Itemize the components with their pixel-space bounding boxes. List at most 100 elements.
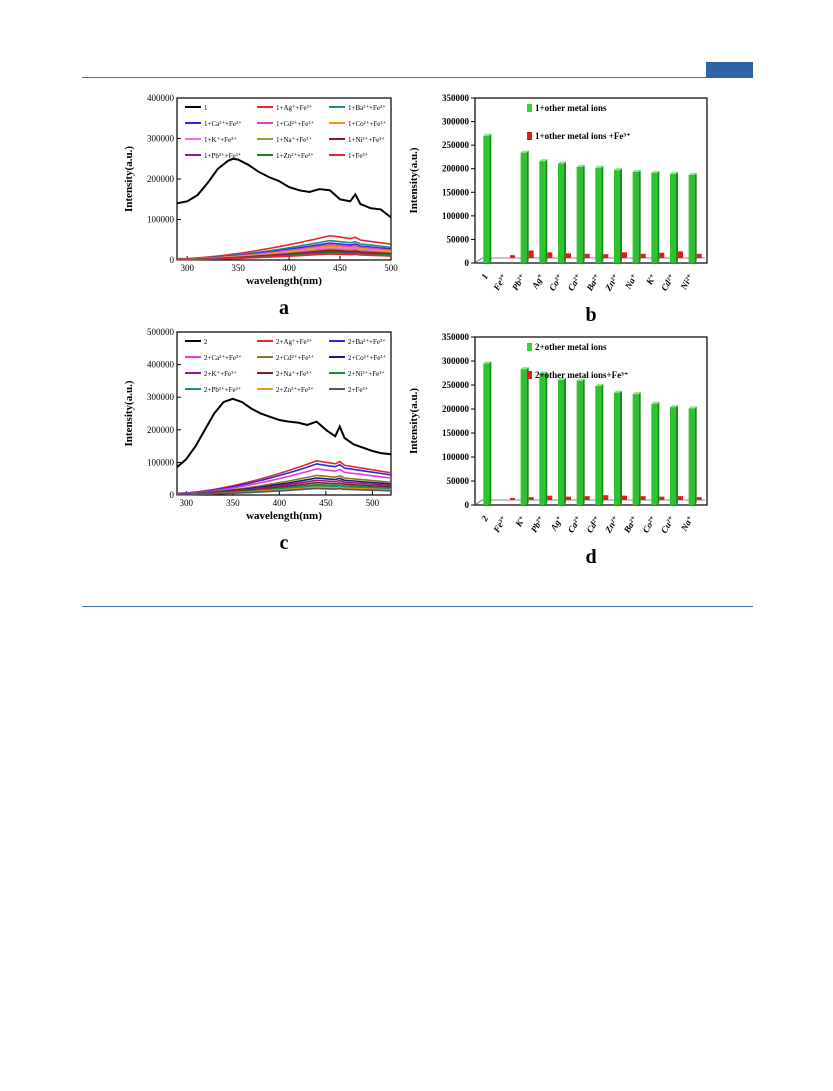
bar-red <box>640 496 646 500</box>
x-tick-label: 450 <box>319 498 333 508</box>
bar-red <box>678 496 683 500</box>
series-line <box>176 468 392 495</box>
bar-green-side <box>620 168 622 263</box>
legend-swatch <box>527 132 532 140</box>
y-tick-label: 250000 <box>442 380 470 390</box>
legend-swatch <box>527 104 532 112</box>
bar-green-top <box>614 168 622 171</box>
bar-green <box>670 407 676 505</box>
bar-green <box>614 392 620 505</box>
footer-rule <box>82 606 753 607</box>
legend-entry: 2+Na⁺+Fe³⁺ <box>276 370 312 378</box>
y-axis-label: Intensity(a.u.) <box>123 380 135 446</box>
bar-green <box>670 173 676 263</box>
y-axis-label: Intensity(a.u.) <box>408 147 420 213</box>
x-tick-label: 1 <box>479 272 490 281</box>
y-tick-label: 0 <box>465 500 470 510</box>
bar-green <box>595 167 602 263</box>
bar-green <box>483 135 490 263</box>
legend-entry: 2+other metal ions+Fe³⁺ <box>535 370 629 380</box>
bar-red <box>566 496 571 500</box>
x-tick-label: Cd²⁺ <box>659 272 677 293</box>
bar-green <box>576 166 583 263</box>
y-axis-label: Intensity(a.u.) <box>123 146 135 212</box>
legend-entry: 1+other metal ions <box>535 103 607 113</box>
y-tick-label: 100000 <box>147 457 175 467</box>
bar-green-side <box>601 383 604 505</box>
legend-entry: 2+Cd²⁺+Fe³⁺ <box>276 354 314 362</box>
bar-red <box>584 253 590 258</box>
legend-entry: 1+Ag⁺+Fe³⁺ <box>276 104 313 112</box>
y-tick-label: 300000 <box>442 117 470 127</box>
y-tick-label: 50000 <box>447 234 470 244</box>
bar-red <box>547 495 553 500</box>
bar-green-side <box>545 371 548 505</box>
y-tick-label: 100000 <box>442 452 470 462</box>
legend-entry: 2+Pb²⁺+Fe³⁺ <box>204 386 242 394</box>
bar-green-top <box>688 172 697 175</box>
bar-green-top <box>670 405 678 408</box>
x-tick-label: Zn²⁺ <box>603 272 621 294</box>
bar-red <box>528 497 534 500</box>
bar-green-top <box>576 378 585 381</box>
series-line-main <box>176 157 392 219</box>
bar-green-top <box>651 170 660 173</box>
bar-green <box>632 394 639 505</box>
bar-green-side <box>676 405 678 505</box>
bar-green-top <box>539 371 548 374</box>
bar-red <box>678 251 683 258</box>
bar-red <box>547 252 553 258</box>
floor-line <box>474 499 705 506</box>
x-tick-label: 500 <box>384 263 398 273</box>
bar-green-top <box>539 159 548 162</box>
x-tick-label: 2 <box>479 514 491 524</box>
legend-entry: 2+Ni²⁺+Fe³⁺ <box>348 370 385 378</box>
bar-red <box>622 495 627 500</box>
legend-entry: 2 <box>204 338 208 346</box>
bar-green-top <box>614 390 622 393</box>
floor-line <box>474 257 705 264</box>
x-tick-label: Na⁺ <box>678 514 695 534</box>
plot-frame <box>176 331 392 496</box>
y-tick-label: 200000 <box>442 164 470 174</box>
plot-frame <box>474 97 708 264</box>
y-tick-label: 50000 <box>447 476 470 486</box>
legend-entry: 1+Ca²⁺+Fe³⁺ <box>204 120 242 128</box>
x-tick-label: 300 <box>180 263 194 273</box>
bar-green-top <box>483 361 492 364</box>
bar-green-side <box>526 150 529 263</box>
bar-green <box>558 163 564 263</box>
bar-red <box>696 497 702 500</box>
panel-d: 0 50000 100000 150000 200000 250000 300000 3500… <box>405 325 725 570</box>
x-tick-label: 350 <box>226 498 240 508</box>
legend-entry: 2+Fe³⁺ <box>348 386 369 394</box>
bar-red <box>603 495 609 500</box>
panel-label: c <box>280 532 289 554</box>
y-tick-label: 100000 <box>147 215 175 225</box>
y-tick-label: 150000 <box>442 428 470 438</box>
bar-green <box>539 373 546 505</box>
header-rule <box>82 77 753 78</box>
bar-red <box>528 250 534 258</box>
bar-red <box>566 253 571 258</box>
x-tick-label: Pb²⁺ <box>510 272 528 292</box>
bar-green <box>520 369 527 505</box>
legend-entry: 1+Ba²⁺+Fe³⁺ <box>348 104 386 112</box>
legend-entry: 2+Ca²⁺+Fe³⁺ <box>204 354 242 362</box>
y-tick-label: 0 <box>170 255 175 265</box>
bar-green <box>483 363 490 505</box>
x-tick-label: Cd²⁺ <box>584 514 602 535</box>
x-axis-label: wavelength(nm) <box>246 275 322 287</box>
y-tick-label: 250000 <box>442 140 470 150</box>
x-tick-label: Fe³⁺ <box>491 514 509 535</box>
bar-green-side <box>582 378 585 505</box>
x-tick-label: Pb²⁺ <box>529 514 547 534</box>
x-tick-label: 500 <box>366 498 380 508</box>
bar-red <box>584 496 590 500</box>
bar-green-side <box>638 170 641 263</box>
bar-chart-b: 0 50000 100000 150000 200000 250000 300000 3500… <box>408 93 708 326</box>
x-tick-label: Na⁺ <box>622 272 639 292</box>
x-axis-label: wavelength(nm) <box>246 510 322 522</box>
y-tick-label: 0 <box>465 258 470 268</box>
x-tick-label: K⁺ <box>644 272 659 287</box>
